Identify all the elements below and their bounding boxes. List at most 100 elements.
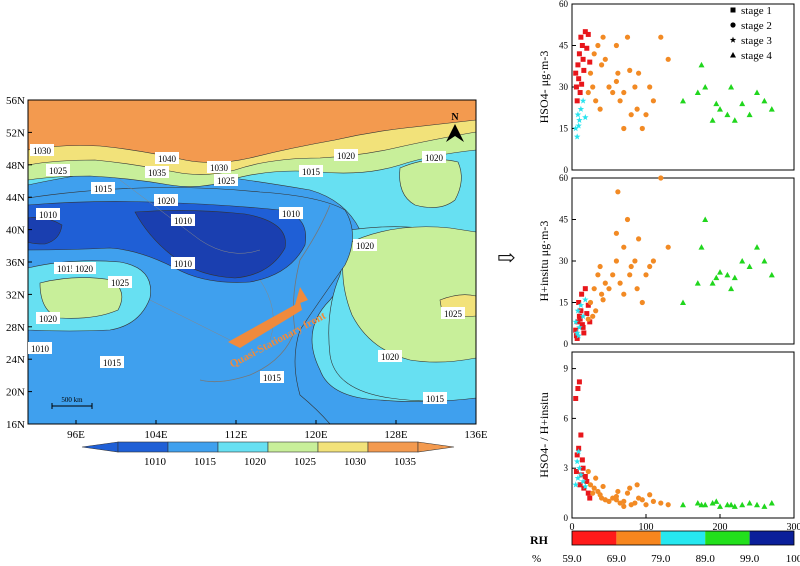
data-point: [581, 330, 587, 336]
data-point: [576, 379, 582, 385]
data-point: [606, 84, 612, 90]
north-arrow-icon: N: [446, 112, 464, 142]
data-point: [600, 34, 606, 40]
data-point: [576, 116, 583, 123]
data-point: [643, 112, 649, 118]
data-point: [574, 474, 582, 481]
data-point: [576, 300, 582, 305]
isobar-label: 1020: [337, 151, 356, 161]
data-point: [621, 125, 627, 132]
front-triangle: [295, 287, 308, 305]
data-point: [572, 481, 579, 488]
data-point: [639, 125, 645, 132]
data-point: [595, 272, 601, 278]
region-1025-ne: [399, 159, 462, 208]
data-point: [627, 272, 633, 278]
isobar-label-bg: [299, 165, 323, 177]
rh-tick-label: 100: [786, 553, 800, 565]
lat-label: 56N: [6, 95, 25, 107]
data-point: [580, 56, 586, 62]
data-point: [574, 452, 580, 458]
y-tick-label: 0: [564, 513, 569, 523]
isobar-label-bg: [423, 392, 447, 404]
colorbar-segment: [267, 441, 319, 453]
data-point: [647, 492, 653, 498]
data-point: [680, 299, 686, 305]
x-tick-label: 100: [639, 522, 654, 533]
y-tick-label: 15: [559, 298, 569, 308]
isobar-label-bg: [46, 164, 70, 176]
isobar-label: 1015: [57, 264, 76, 274]
isobar-label: 1010: [174, 259, 193, 269]
data-point: [579, 81, 585, 87]
series-stage-2: [585, 34, 671, 132]
colorbar-tick-label: 1025: [294, 456, 317, 468]
colorbar-tick-label: 1035: [394, 456, 417, 468]
y-tick-label: 0: [564, 165, 569, 175]
colorbar-left-cap: [81, 441, 119, 453]
data-point: [665, 244, 671, 250]
data-point: [634, 482, 640, 488]
data-point: [577, 105, 585, 112]
data-point: [613, 78, 619, 85]
scatter-panel-3: 0 3 6 9 0 100 200 300 HSO4- / H+insitu: [537, 351, 800, 533]
y-tick-label: 30: [559, 256, 569, 266]
data-point: [702, 216, 709, 222]
colorbar-segment: [167, 441, 219, 453]
data-point: [643, 502, 649, 508]
isobar-label-bg: [441, 307, 465, 319]
data-point: [610, 89, 616, 96]
isobar-label: 1020: [356, 241, 375, 251]
isobar-label-bg: [91, 182, 115, 194]
isobar-label-bg: [154, 194, 178, 206]
isobar-label-bg: [353, 239, 377, 251]
data-point: [582, 483, 589, 490]
rh-tick-label: 99.0: [740, 553, 760, 565]
data-point: [613, 230, 619, 236]
data-point: [577, 301, 585, 309]
data-point: [636, 70, 642, 76]
data-point: [572, 125, 579, 132]
legend-circle-icon: [730, 22, 736, 28]
data-point: [713, 100, 720, 107]
data-point: [574, 307, 582, 314]
data-point: [585, 302, 591, 308]
data-point: [576, 313, 582, 319]
data-point: [724, 111, 731, 118]
colorbar-right-cap: [417, 441, 455, 453]
data-point: [587, 70, 594, 76]
lon-label: 120E: [304, 429, 328, 441]
data-point: [575, 448, 582, 455]
data-point: [606, 286, 612, 292]
rh-segment: [616, 531, 661, 545]
data-point: [643, 272, 649, 278]
data-point: [728, 285, 735, 292]
data-point: [636, 236, 642, 242]
colorbar-tick-label: 1015: [194, 456, 217, 468]
data-point: [621, 291, 627, 297]
data-point: [573, 133, 581, 140]
data-point: [621, 89, 627, 96]
isobar-label: 1010: [174, 216, 193, 226]
isobar-label-bg: [334, 149, 358, 161]
data-point: [597, 492, 603, 498]
data-point: [573, 395, 579, 401]
data-point: [578, 308, 584, 314]
data-point: [647, 263, 653, 270]
y-tick-label: 3: [564, 463, 569, 473]
rh-tick-label: 59.0: [562, 553, 582, 565]
data-point: [628, 263, 634, 270]
isobar-label: 1010: [282, 209, 301, 219]
stage-legend: stage 1 stage 2 stage 3 stage 4: [729, 5, 772, 62]
isobar-label: 1020: [425, 153, 444, 163]
data-point: [713, 274, 720, 281]
data-point: [579, 478, 587, 485]
data-point: [578, 34, 584, 40]
series-stage-4: [680, 216, 775, 305]
data-point: [573, 327, 579, 333]
data-point: [575, 122, 582, 129]
data-point: [584, 478, 590, 484]
lon-label: 112E: [225, 429, 248, 441]
lat-label: 48N: [6, 160, 25, 172]
x-tick-label: 0: [570, 522, 575, 533]
